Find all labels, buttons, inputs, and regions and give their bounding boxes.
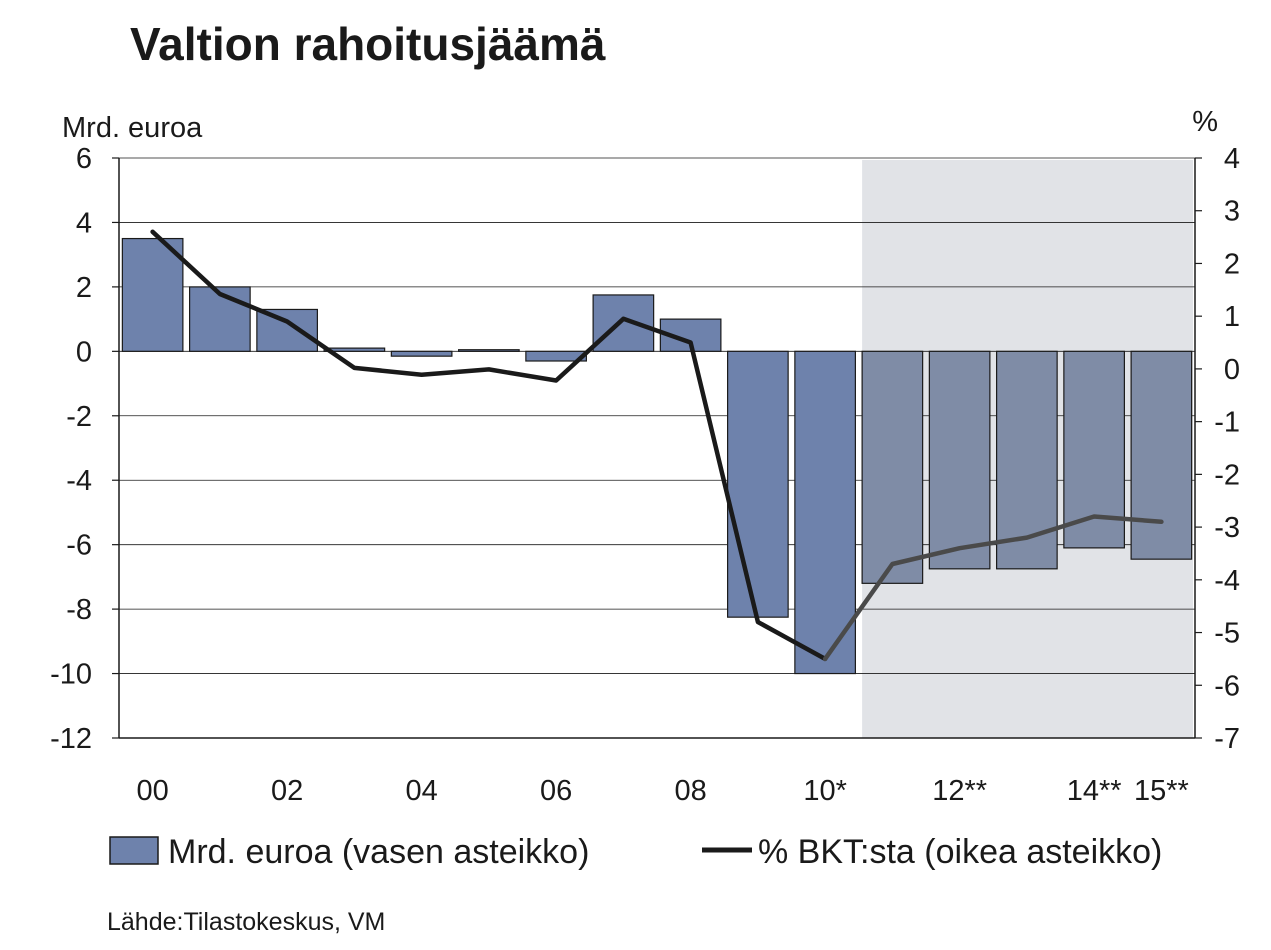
bar-02	[257, 309, 318, 351]
right-tick-label: -4	[1214, 565, 1240, 597]
left-tick-label: 2	[76, 272, 92, 304]
right-tick-label: 4	[1224, 143, 1240, 175]
right-tick-label: -3	[1214, 512, 1240, 544]
right-tick-label: -2	[1214, 459, 1240, 491]
right-tick-label: -5	[1214, 618, 1240, 650]
bar-07	[593, 295, 654, 351]
right-tick-label: -7	[1214, 723, 1240, 755]
legend: Mrd. euroa (vasen asteikko) % BKT:sta (o…	[110, 833, 1162, 871]
source-note: Lähde:Tilastokeskus, VM	[107, 908, 385, 936]
left-tick-label: 0	[76, 336, 92, 368]
x-tick-label: 00	[136, 775, 168, 807]
x-tick-label: 04	[405, 775, 437, 807]
bar-09	[728, 351, 789, 617]
chart-title: Valtion rahoitusjäämä	[130, 18, 606, 70]
x-tick-label: 02	[271, 775, 303, 807]
right-tick-label: 3	[1224, 196, 1240, 228]
x-tick-label: 14**	[1067, 775, 1122, 807]
bar-12**	[929, 351, 990, 569]
left-tick-label: 6	[76, 143, 92, 175]
bar-00	[122, 239, 183, 352]
line-series-actual	[153, 232, 826, 659]
right-tick-label: -6	[1214, 670, 1240, 702]
left-tick-label: -6	[66, 530, 92, 562]
left-axis-ticks: 6 4 2 0 -2 -4 -6 -8 -10 -12	[50, 143, 119, 755]
right-axis-ticks: 4 3 2 1 0 -1 -2 -3 -4 -5 -6 -7	[1195, 143, 1240, 755]
right-tick-label: 0	[1224, 354, 1240, 386]
bar-01	[190, 287, 251, 351]
x-tick-label: 08	[674, 775, 706, 807]
x-axis-ticks: 00 02 04 06 08 10* 12** 14** 15**	[136, 775, 1188, 807]
bar-15**	[1131, 351, 1192, 559]
left-tick-label: 4	[76, 207, 92, 239]
left-tick-label: -10	[50, 659, 92, 691]
left-axis-unit: Mrd. euroa	[62, 112, 203, 144]
right-tick-label: 1	[1224, 301, 1240, 333]
right-tick-label: -1	[1214, 407, 1240, 439]
bar-11	[862, 351, 923, 583]
bar-05	[459, 350, 520, 352]
right-tick-label: 2	[1224, 248, 1240, 280]
legend-line-label: % BKT:sta (oikea asteikko)	[758, 833, 1162, 871]
left-tick-label: -2	[66, 401, 92, 433]
legend-bar-label: Mrd. euroa (vasen asteikko)	[168, 833, 589, 871]
left-tick-label: -8	[66, 594, 92, 626]
x-tick-label: 15**	[1134, 775, 1189, 807]
x-tick-label: 12**	[932, 775, 987, 807]
legend-bar-swatch	[110, 837, 158, 864]
bar-04	[391, 351, 452, 356]
left-tick-label: -12	[50, 723, 92, 755]
left-tick-label: -4	[66, 465, 92, 497]
right-axis-unit: %	[1192, 106, 1218, 138]
x-tick-label: 10*	[803, 775, 847, 807]
x-tick-label: 06	[540, 775, 572, 807]
